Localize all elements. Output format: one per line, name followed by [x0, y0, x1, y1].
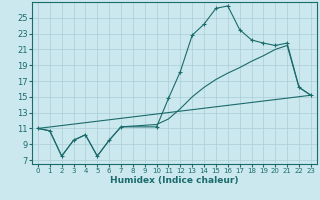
X-axis label: Humidex (Indice chaleur): Humidex (Indice chaleur) — [110, 176, 239, 185]
